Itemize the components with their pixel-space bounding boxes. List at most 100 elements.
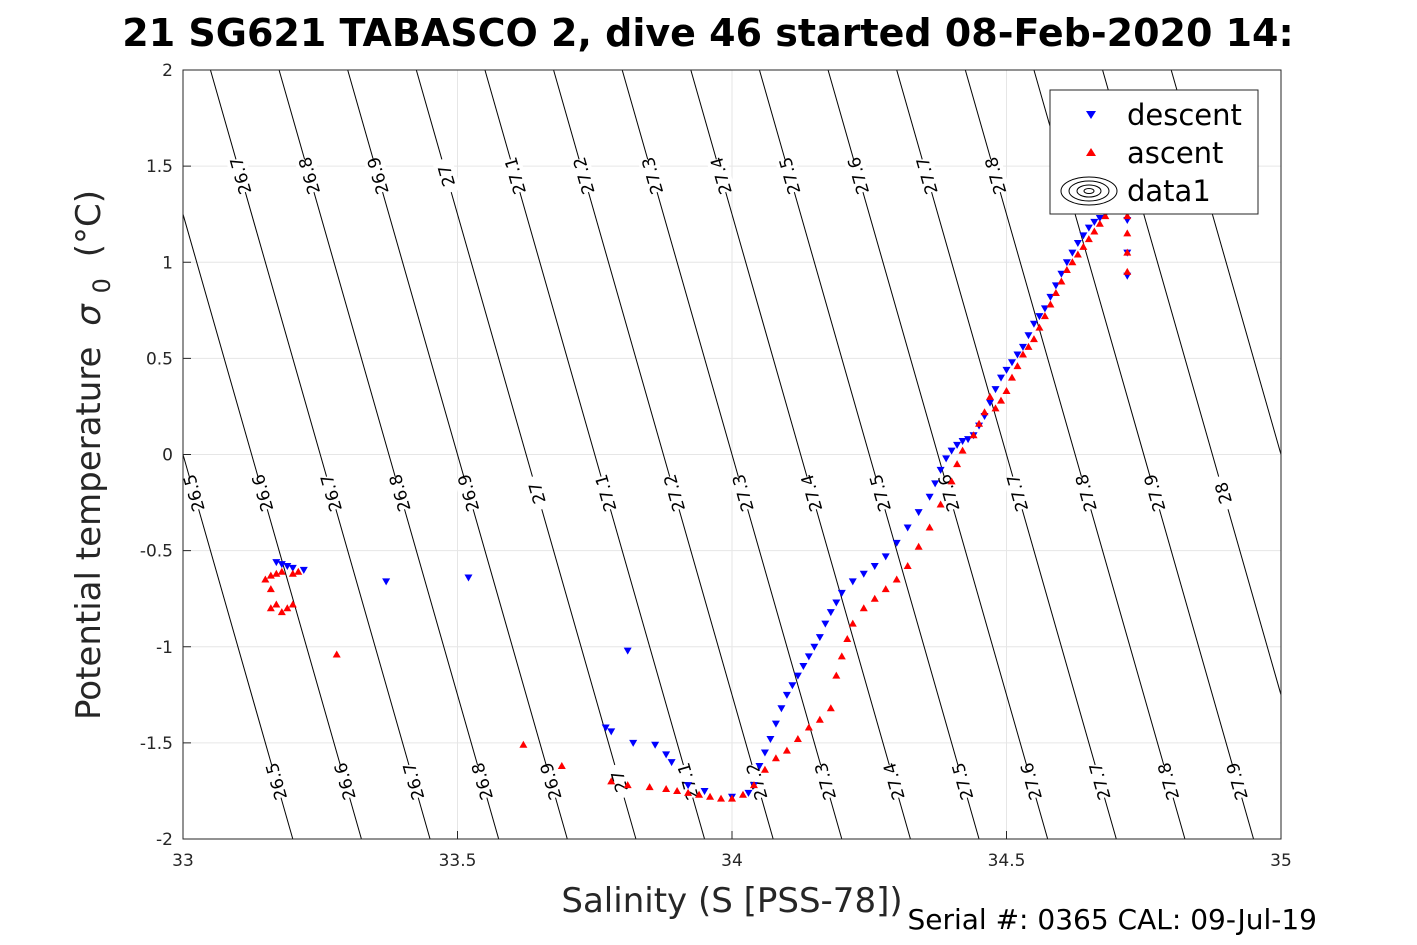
ascent-point	[1046, 300, 1055, 308]
isopycnal-label-bg	[660, 473, 689, 513]
descent-point	[986, 399, 995, 407]
isopycnal-label-bg	[865, 473, 895, 513]
descent-point	[272, 559, 281, 567]
x-tick-label: 34.5	[988, 851, 1026, 871]
isopycnal-line	[758, 69, 980, 840]
descent-point	[799, 662, 808, 670]
ascent-point	[1024, 342, 1033, 350]
descent-point	[1090, 218, 1099, 226]
descent-point	[1068, 249, 1077, 257]
descent-point	[1029, 320, 1038, 328]
ascent-point	[272, 600, 281, 608]
descent-point	[1084, 224, 1093, 232]
descent-point	[464, 574, 473, 582]
ascent-point	[859, 604, 868, 612]
serial-cal-footer: Serial #: 0365 CAL: 09-Jul-19	[907, 903, 1317, 936]
descent-point	[623, 647, 632, 655]
ascent-point	[804, 723, 813, 731]
ascent-point	[272, 569, 281, 577]
ascent-point	[1068, 258, 1077, 266]
isopycnal-label-bg	[879, 762, 909, 801]
ascent-point	[1040, 312, 1049, 320]
isopycnal-label-bg	[843, 156, 873, 195]
isopycnal-label-bg	[330, 762, 360, 801]
ascent-point	[1062, 265, 1071, 273]
legend-descent-marker	[1086, 111, 1096, 119]
descent-point	[766, 736, 775, 744]
isopycnal-label-bg	[638, 156, 667, 195]
ascent-point	[1073, 250, 1082, 258]
ascent-point	[1101, 212, 1110, 220]
descent-point	[947, 447, 956, 455]
ascent-point	[283, 604, 292, 612]
descent-point	[821, 620, 830, 628]
descent-point	[892, 539, 901, 547]
descent-point	[832, 599, 841, 607]
ascent-point	[892, 575, 901, 583]
y-axis-label: Potential temperature σ 0 (°C)	[69, 190, 116, 720]
isopycnal-label-bg	[1071, 473, 1101, 513]
descent-point	[299, 566, 308, 574]
descent-point	[382, 578, 391, 586]
ascent-point	[1095, 219, 1104, 227]
isopycnal-label-bg	[432, 156, 461, 195]
isopycnal-label-bg	[1016, 762, 1046, 801]
descent-point	[848, 578, 857, 586]
descent-point	[826, 609, 835, 617]
ascent-point	[1029, 335, 1038, 343]
legend-box	[1049, 89, 1259, 215]
ascent-point	[793, 735, 802, 743]
ascent-point	[1123, 212, 1132, 220]
y-tick-label: -1.5	[140, 734, 173, 754]
isopycnal-line	[964, 69, 1186, 840]
descent-point	[991, 386, 1000, 394]
y-tick-label: 2	[162, 61, 173, 81]
ascent-point	[695, 790, 704, 798]
isopycnal-label-bg	[591, 473, 621, 513]
descent-point	[837, 589, 846, 597]
ascent-point	[848, 619, 857, 627]
isopycnal-label-bg	[1209, 473, 1238, 513]
legend-contour-marker	[1060, 176, 1118, 206]
ascent-point	[925, 523, 934, 531]
ascent-point	[1057, 277, 1066, 285]
x-axis-label: Salinity (S [PSS-78])	[561, 881, 902, 921]
descent-point	[1002, 366, 1011, 374]
x-tick-label: 34	[721, 851, 743, 871]
descent-point	[1073, 240, 1082, 248]
isopycnal-label-bg	[467, 762, 497, 801]
ascent-point	[832, 671, 841, 679]
ascent-point	[684, 788, 693, 796]
ascent-point	[266, 585, 275, 593]
ascent-point	[771, 754, 780, 762]
ascent-point	[288, 569, 297, 577]
ascent-point	[1018, 350, 1027, 358]
isopycnal-label-bg	[179, 473, 209, 513]
isopycnal-line	[690, 69, 911, 840]
ascent-point	[1079, 242, 1088, 250]
isopycnal-label-bg	[536, 762, 566, 801]
descent-point	[601, 724, 610, 732]
descent-point	[651, 741, 660, 749]
ascent-point	[837, 652, 846, 660]
ascent-point	[914, 542, 923, 550]
descent-point	[1018, 343, 1027, 351]
legend-ascent-marker	[1086, 148, 1096, 156]
ascent-point	[947, 477, 956, 485]
isopycnal-label-bg	[706, 156, 736, 195]
isopycnal-label-bg	[797, 473, 826, 513]
descent-point	[942, 455, 951, 463]
ascent-point	[843, 635, 852, 643]
isopycnal-label-bg	[262, 762, 291, 801]
descent-point	[903, 524, 912, 532]
ascent-point	[826, 704, 835, 712]
ascent-point	[980, 408, 989, 416]
isopycnal-line	[621, 69, 843, 840]
ascent-point	[261, 575, 270, 583]
ascent-point	[332, 650, 341, 658]
legend: descent ascent data1	[1049, 89, 1259, 215]
legend-ascent-label: ascent	[1127, 136, 1223, 170]
y-tick-label: -1	[156, 638, 173, 658]
descent-point	[953, 441, 962, 449]
